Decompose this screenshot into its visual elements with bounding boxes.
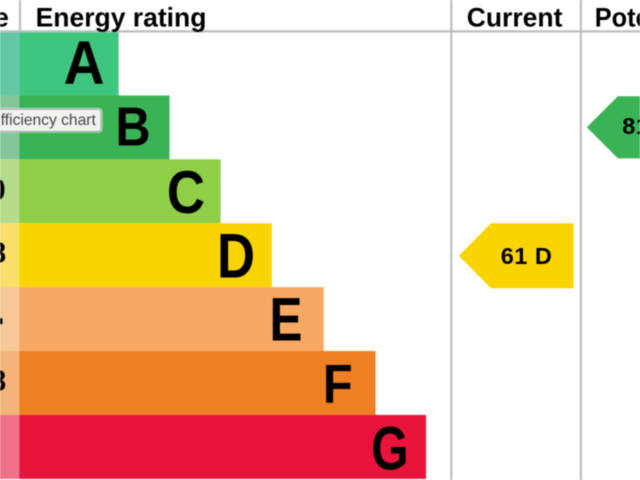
svg-text:21-38: 21-38 <box>0 366 6 398</box>
svg-text:B: B <box>115 96 150 157</box>
svg-text:69-80: 69-80 <box>0 175 6 207</box>
svg-text:Potential: Potential <box>595 4 640 33</box>
svg-text:Energy rating: Energy rating <box>36 3 207 33</box>
svg-text:E: E <box>270 285 303 353</box>
svg-text:D: D <box>217 221 255 292</box>
svg-text:F: F <box>323 354 353 415</box>
svg-text:61 D: 61 D <box>501 243 553 269</box>
svg-text:G: G <box>371 414 408 480</box>
svg-text:Current: Current <box>467 3 563 33</box>
svg-text:A: A <box>64 29 105 98</box>
svg-text:Energy efficiency chart: Energy efficiency chart <box>0 112 96 129</box>
svg-text:Score: Score <box>0 3 9 33</box>
svg-text:55-68: 55-68 <box>0 237 6 269</box>
svg-text:81 B: 81 B <box>622 113 640 139</box>
svg-text:C: C <box>167 159 205 226</box>
